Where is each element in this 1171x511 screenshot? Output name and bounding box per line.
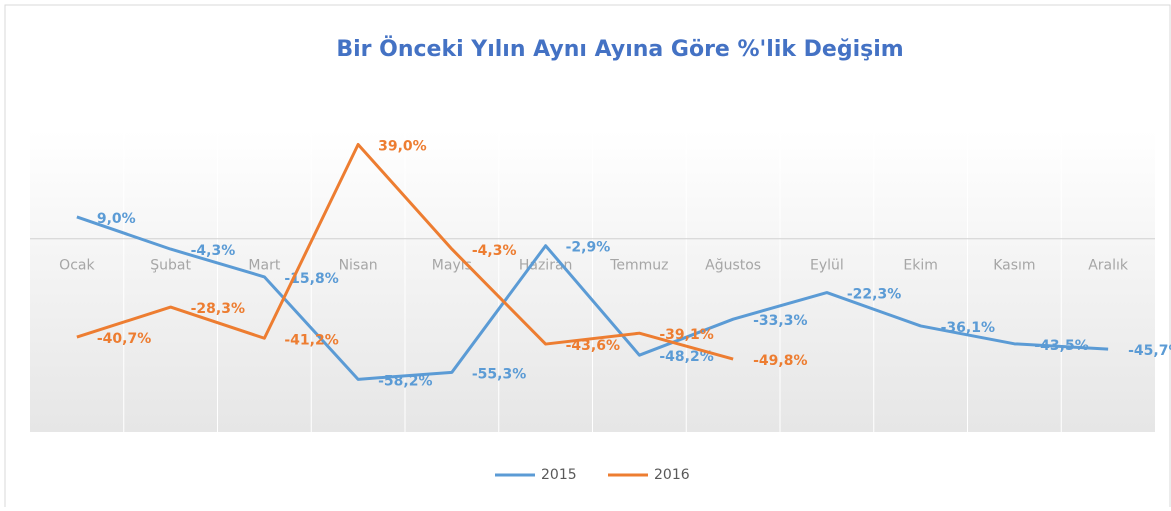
data-label: -58,2% [378, 373, 432, 389]
data-label: -28,3% [191, 301, 245, 317]
legend-label: 2016 [654, 467, 690, 483]
data-label: -36,1% [941, 320, 995, 336]
data-label: -15,8% [284, 271, 338, 287]
x-tick-label: Ekim [903, 258, 937, 274]
x-tick-label: Ocak [59, 258, 95, 274]
data-label: -43,5% [1034, 338, 1088, 354]
data-label: 9,0% [97, 211, 136, 227]
data-label: -43,6% [566, 338, 620, 354]
x-tick-label: Eylül [810, 258, 844, 274]
data-label: -22,3% [847, 287, 901, 303]
x-tick-label: Nisan [339, 258, 378, 274]
data-label: -2,9% [566, 240, 611, 256]
x-tick-label: Mayıs [432, 258, 472, 274]
x-tick-label: Ağustos [705, 258, 761, 274]
x-tick-label: Şubat [150, 258, 191, 274]
data-label: -40,7% [97, 331, 151, 347]
series-line [76, 142, 734, 361]
data-label: -33,3% [753, 313, 807, 329]
x-tick-label: Mart [248, 258, 280, 274]
x-tick-label: Temmuz [609, 258, 668, 274]
data-label: 39,0% [378, 138, 427, 154]
chart-title: Bir Önceki Yılın Aynı Ayına Göre %'lik D… [336, 36, 903, 62]
series-line [76, 215, 1109, 381]
data-label: -49,8% [753, 353, 807, 369]
legend-label: 2015 [541, 467, 577, 483]
data-label: -48,2% [659, 349, 713, 365]
x-tick-label: Aralık [1088, 258, 1129, 274]
data-label: -4,3% [472, 243, 517, 259]
data-label: -45,7% [1128, 343, 1171, 359]
data-label: -4,3% [191, 243, 236, 259]
data-label: -55,3% [472, 366, 526, 382]
data-label: -39,1% [659, 327, 713, 343]
data-label: -41,2% [284, 332, 338, 348]
x-tick-label: Kasım [993, 258, 1035, 274]
